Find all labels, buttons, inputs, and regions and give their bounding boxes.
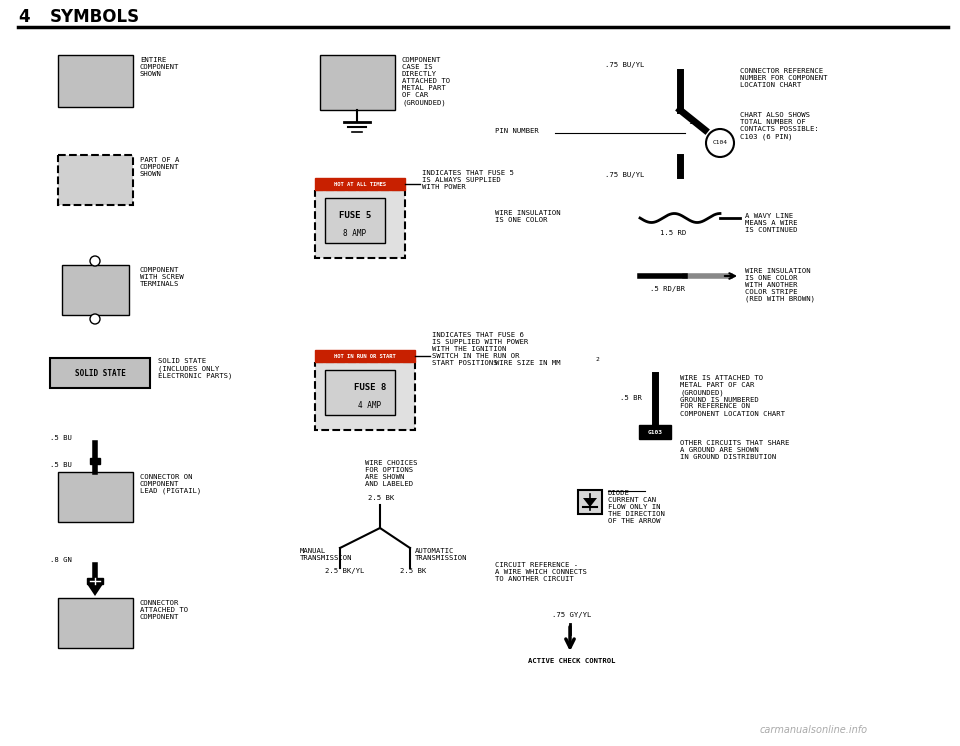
Text: .5 BU: .5 BU — [50, 435, 72, 441]
Text: INDICATES THAT FUSE 6
IS SUPPLIED WITH POWER
WITH THE IGNITION
SWITCH IN THE RUN: INDICATES THAT FUSE 6 IS SUPPLIED WITH P… — [432, 332, 528, 366]
Text: 2: 2 — [595, 357, 599, 362]
Bar — [315, 350, 415, 362]
Text: CONNECTOR
ATTACHED TO
COMPONENT: CONNECTOR ATTACHED TO COMPONENT — [140, 600, 188, 620]
Bar — [639, 425, 671, 439]
Bar — [87, 578, 103, 584]
Text: 4: 4 — [18, 8, 30, 26]
Text: SOLID STATE: SOLID STATE — [75, 369, 126, 377]
Text: PART OF A
COMPONENT
SHOWN: PART OF A COMPONENT SHOWN — [140, 157, 180, 177]
Text: COMPONENT
CASE IS
DIRECTLY
ATTACHED TO
METAL PART
OF CAR
(GROUNDED): COMPONENT CASE IS DIRECTLY ATTACHED TO M… — [402, 57, 450, 105]
Polygon shape — [583, 498, 597, 507]
Text: CHART ALSO SHOWS
TOTAL NUMBER OF
CONTACTS POSSIBLE:
C103 (6 PIN): CHART ALSO SHOWS TOTAL NUMBER OF CONTACT… — [740, 112, 819, 140]
Text: FUSE 8: FUSE 8 — [354, 383, 386, 392]
Text: SOLID STATE
(INCLUDES ONLY
ELECTRONIC PARTS): SOLID STATE (INCLUDES ONLY ELECTRONIC PA… — [158, 358, 232, 379]
Text: 2.5 BK/YL: 2.5 BK/YL — [325, 568, 365, 574]
Text: COMPONENT
WITH SCREW
TERMINALS: COMPONENT WITH SCREW TERMINALS — [140, 267, 183, 287]
Bar — [315, 362, 415, 430]
Text: .5 BR: .5 BR — [620, 395, 642, 401]
Circle shape — [90, 314, 100, 324]
Text: WIRE INSULATION
IS ONE COLOR: WIRE INSULATION IS ONE COLOR — [495, 210, 561, 223]
Text: G103: G103 — [647, 430, 662, 434]
Text: OTHER CIRCUITS THAT SHARE
A GROUND ARE SHOWN
IN GROUND DISTRIBUTION: OTHER CIRCUITS THAT SHARE A GROUND ARE S… — [680, 440, 789, 460]
Text: 2.5 BK: 2.5 BK — [400, 568, 426, 574]
Text: WIRE SIZE IN MM: WIRE SIZE IN MM — [495, 360, 561, 366]
Bar — [315, 178, 405, 190]
Text: HOT IN RUN OR START: HOT IN RUN OR START — [334, 354, 396, 359]
Text: .75 BU/YL: .75 BU/YL — [605, 62, 644, 68]
Bar — [58, 472, 133, 522]
Text: HOT AT ALL TIMES: HOT AT ALL TIMES — [334, 181, 386, 186]
Text: .8 GN: .8 GN — [50, 557, 72, 563]
Bar — [578, 490, 602, 514]
Text: FUSE 5: FUSE 5 — [339, 212, 372, 221]
Text: WIRE IS ATTACHED TO
METAL PART OF CAR
(GROUNDED)
GROUND IS NUMBERED
FOR REFERENC: WIRE IS ATTACHED TO METAL PART OF CAR (G… — [680, 375, 785, 416]
Text: C104: C104 — [712, 140, 728, 145]
Text: 1: 1 — [687, 118, 692, 127]
Circle shape — [706, 129, 734, 157]
Bar — [325, 198, 385, 243]
Bar — [62, 265, 129, 315]
Text: WIRE INSULATION
IS ONE COLOR
WITH ANOTHER
COLOR STRIPE
(RED WITH BROWN): WIRE INSULATION IS ONE COLOR WITH ANOTHE… — [745, 268, 815, 302]
Bar — [58, 155, 133, 205]
Bar — [50, 358, 150, 388]
Text: WIRE CHOICES
FOR OPTIONS
ARE SHOWN
AND LABELED: WIRE CHOICES FOR OPTIONS ARE SHOWN AND L… — [365, 460, 418, 487]
Text: .75 GY/YL: .75 GY/YL — [552, 612, 591, 618]
Text: DIODE
CURRENT CAN
FLOW ONLY IN
THE DIRECTION
OF THE ARROW: DIODE CURRENT CAN FLOW ONLY IN THE DIREC… — [608, 490, 665, 524]
Text: INDICATES THAT FUSE 5
IS ALWAYS SUPPLIED
WITH POWER: INDICATES THAT FUSE 5 IS ALWAYS SUPPLIED… — [422, 170, 514, 190]
Text: MANUAL
TRANSMISSION: MANUAL TRANSMISSION — [300, 548, 352, 561]
Text: .5 BU: .5 BU — [50, 462, 72, 468]
Bar — [90, 458, 100, 464]
Text: CONNECTOR ON
COMPONENT
LEAD (PIGTAIL): CONNECTOR ON COMPONENT LEAD (PIGTAIL) — [140, 474, 202, 495]
Bar — [58, 598, 133, 648]
Circle shape — [90, 256, 100, 266]
Text: PIN NUMBER: PIN NUMBER — [495, 128, 539, 134]
Text: A WAVY LINE
MEANS A WIRE
IS CONTINUED: A WAVY LINE MEANS A WIRE IS CONTINUED — [745, 213, 798, 233]
Text: ENTIRE
COMPONENT
SHOWN: ENTIRE COMPONENT SHOWN — [140, 57, 180, 77]
Bar — [320, 55, 395, 110]
Bar — [58, 55, 133, 107]
Bar — [315, 190, 405, 258]
Text: 4 AMP: 4 AMP — [358, 401, 381, 410]
Text: CONNECTOR REFERENCE
NUMBER FOR COMPONENT
LOCATION CHART: CONNECTOR REFERENCE NUMBER FOR COMPONENT… — [740, 68, 828, 88]
Polygon shape — [87, 584, 103, 596]
Text: CIRCUIT REFERENCE -
A WIRE WHICH CONNECTS
TO ANOTHER CIRCUIT: CIRCUIT REFERENCE - A WIRE WHICH CONNECT… — [495, 562, 587, 582]
Bar — [325, 370, 395, 415]
Text: carmanualsonline.info: carmanualsonline.info — [760, 725, 868, 735]
Text: 8 AMP: 8 AMP — [344, 230, 367, 239]
Text: .75 BU/YL: .75 BU/YL — [605, 172, 644, 178]
Text: 1.5 RD: 1.5 RD — [660, 230, 686, 236]
Text: ACTIVE CHECK CONTROL: ACTIVE CHECK CONTROL — [528, 658, 615, 664]
Text: AUTOMATIC
TRANSMISSION: AUTOMATIC TRANSMISSION — [415, 548, 468, 561]
Text: .5 RD/BR: .5 RD/BR — [650, 286, 685, 292]
Text: 2.5 BK: 2.5 BK — [368, 495, 395, 501]
Text: SYMBOLS: SYMBOLS — [50, 8, 140, 26]
